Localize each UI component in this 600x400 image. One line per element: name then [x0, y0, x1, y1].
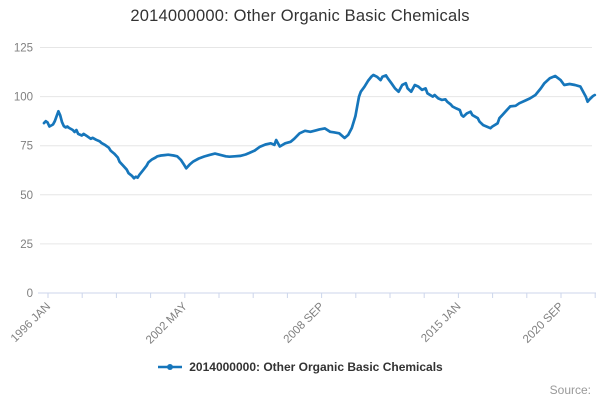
x-axis-tick-label: 1996 JAN: [9, 301, 53, 345]
series-line[interactable]: [42, 73, 597, 180]
chart-title: 2014000000: Other Organic Basic Chemical…: [130, 7, 470, 25]
y-axis-tick-label: 100: [14, 92, 33, 104]
legend-item[interactable]: 2014000000: Other Organic Basic Chemical…: [0, 360, 600, 374]
y-axis-tick-label: 125: [14, 43, 33, 55]
y-axis-tick-label: 25: [20, 239, 33, 251]
legend-line-marker-icon: [158, 364, 183, 370]
y-axis-tick-label: 50: [20, 190, 33, 202]
x-axis-tick-label: 2015 JAN: [419, 301, 463, 345]
y-axis-tick-label: 75: [20, 141, 33, 153]
x-axis-tick-label: 2008 SEP: [282, 300, 327, 345]
x-axis-tick-label: 2020 SEP: [521, 300, 566, 345]
legend-series-label: 2014000000: Other Organic Basic Chemical…: [189, 360, 443, 374]
x-axis-tick-label: 2002 MAY: [144, 300, 190, 346]
source-label: Source:: [549, 383, 591, 397]
y-axis-tick-label: 0: [27, 288, 33, 300]
